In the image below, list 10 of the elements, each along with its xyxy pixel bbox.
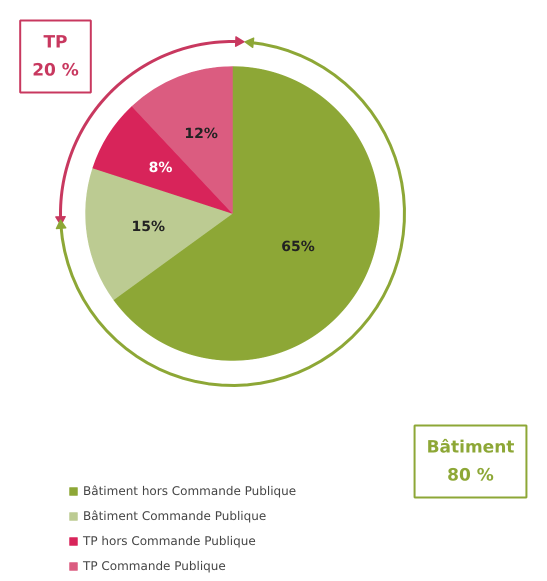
data-label: 65%	[281, 238, 315, 255]
data-label: 8%	[148, 160, 172, 176]
legend-label: Bâtiment Commande Publique	[83, 509, 266, 523]
legend-label: TP Commande Publique	[83, 559, 226, 573]
legend-label: Bâtiment hors Commande Publique	[83, 484, 296, 498]
text: Bâtiment 80 %	[426, 438, 514, 486]
data-label: 15%	[132, 218, 166, 235]
legend-label: TP hors Commande Publique	[83, 534, 256, 548]
text: TP 20 %	[32, 32, 79, 80]
data-label: 12%	[184, 126, 218, 142]
